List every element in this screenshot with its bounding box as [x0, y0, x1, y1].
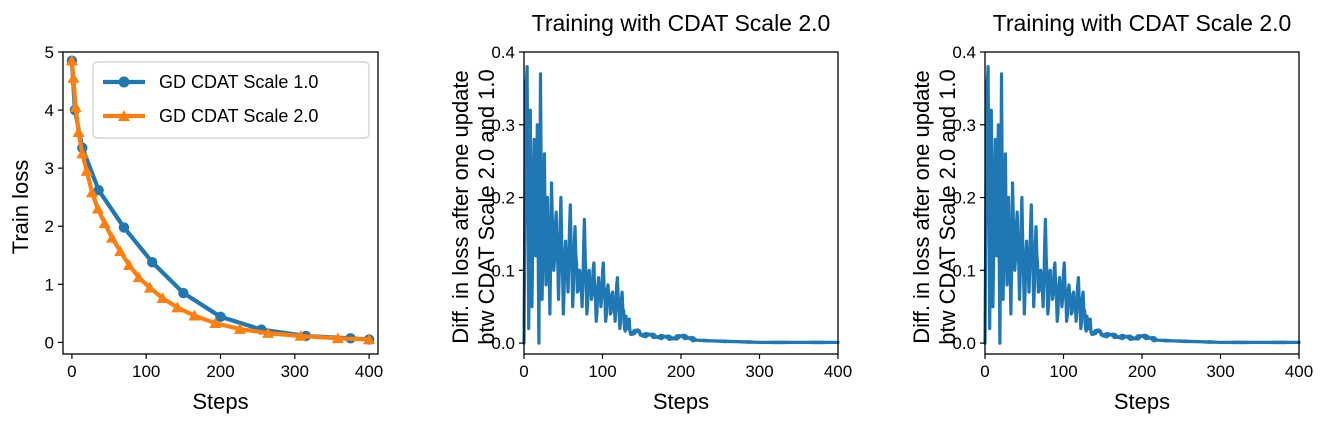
y-axis-label: Train loss	[8, 160, 33, 255]
data-point	[171, 301, 184, 313]
chart-title: Training with CDAT Scale 2.0	[532, 10, 831, 36]
x-axis-label: Steps	[1114, 389, 1170, 414]
x-tick-label: 100	[132, 362, 160, 381]
x-tick-label: 400	[1285, 362, 1313, 381]
data-point	[69, 101, 82, 112]
data-point	[91, 202, 104, 214]
y-tick-label: 0.0	[491, 334, 515, 353]
y-axis-label: Diff. in loss after one update	[448, 70, 473, 344]
y-tick-label: 4	[45, 101, 54, 120]
y-tick-label: 3	[45, 159, 54, 178]
y-tick-label: 0.2	[491, 189, 515, 208]
data-point	[233, 323, 246, 334]
data-point	[188, 309, 201, 321]
x-tick-label: 200	[206, 362, 234, 381]
x-tick-label: 400	[355, 362, 383, 381]
data-point	[146, 257, 158, 268]
y-tick-label: 0.4	[491, 43, 515, 62]
data-point	[363, 333, 376, 345]
data-point	[80, 165, 93, 176]
axes-frame	[984, 51, 1300, 355]
data-point	[72, 126, 85, 137]
chart-title: Training with CDAT Scale 2.0	[993, 10, 1292, 36]
axes-frame	[523, 51, 839, 355]
y-tick-label: 0.4	[952, 43, 976, 62]
legend-label: GD CDAT Scale 2.0	[159, 106, 318, 126]
y-tick-label: 0.1	[491, 261, 515, 280]
x-tick-label: 0	[67, 362, 76, 381]
y-tick-label: 0.3	[952, 116, 976, 135]
data-point	[156, 292, 169, 304]
y-tick-label: 5	[45, 43, 54, 62]
data-point	[85, 186, 98, 198]
y-axis-label: Diff. in loss after one update	[909, 70, 934, 344]
y-tick-label: 0	[45, 333, 54, 352]
data-point	[67, 72, 80, 83]
y-tick-label: 0.0	[952, 334, 976, 353]
legend-marker	[118, 76, 130, 88]
x-tick-label: 0	[980, 362, 989, 381]
data-point	[76, 147, 89, 159]
data-point	[262, 327, 275, 338]
y-axis-label: btw CDAT Scale 2.0 and 1.0	[935, 69, 960, 345]
x-tick-label: 300	[745, 362, 773, 381]
data-point	[93, 185, 104, 196]
data-point	[331, 332, 344, 344]
x-tick-label: 300	[1206, 362, 1234, 381]
x-tick-label: 300	[281, 362, 309, 381]
x-tick-label: 200	[1128, 362, 1156, 381]
data-point	[118, 222, 130, 233]
series-line	[522, 65, 840, 345]
data-point	[106, 231, 119, 243]
y-tick-label: 2	[45, 217, 54, 236]
data-point	[215, 311, 226, 323]
x-tick-label: 100	[1049, 362, 1077, 381]
data-point	[132, 271, 145, 283]
legend-marker	[118, 110, 130, 121]
data-point	[294, 329, 307, 341]
legend-label: GD CDAT Scale 1.0	[159, 72, 318, 92]
legend-box	[92, 61, 370, 139]
data-point	[65, 54, 78, 66]
y-tick-label: 0.1	[952, 261, 976, 280]
data-point	[114, 245, 127, 257]
y-axis-label: btw CDAT Scale 2.0 and 1.0	[474, 69, 499, 345]
data-point	[98, 217, 111, 229]
data-point	[209, 317, 222, 329]
data-point	[178, 287, 189, 299]
diff-panel-middle: 0 100 200 300 400 0.0 0.1 0.2 0.3 0.4 Steps Diff. i…	[448, 10, 852, 414]
x-axis-label: Steps	[192, 389, 248, 414]
y-tick-label: 0.2	[952, 189, 976, 208]
train-loss-panel: 0 100 200 300 400 0 1 2 3 4 5 Steps Train loss GD CDA…	[8, 43, 383, 414]
x-tick-label: 0	[519, 362, 528, 381]
data-point	[143, 281, 156, 293]
x-axis-label: Steps	[653, 389, 709, 414]
x-tick-label: 100	[588, 362, 616, 381]
y-tick-label: 0.3	[491, 116, 515, 135]
x-tick-label: 400	[824, 362, 852, 381]
diff-panel-right: 0 100 200 300 400 0.0 0.1 0.2 0.3 0.4 Steps Diff. i…	[909, 10, 1313, 414]
y-tick-label: 1	[45, 275, 54, 294]
x-tick-label: 200	[667, 362, 695, 381]
data-point	[123, 259, 136, 270]
series-line	[983, 65, 1301, 345]
